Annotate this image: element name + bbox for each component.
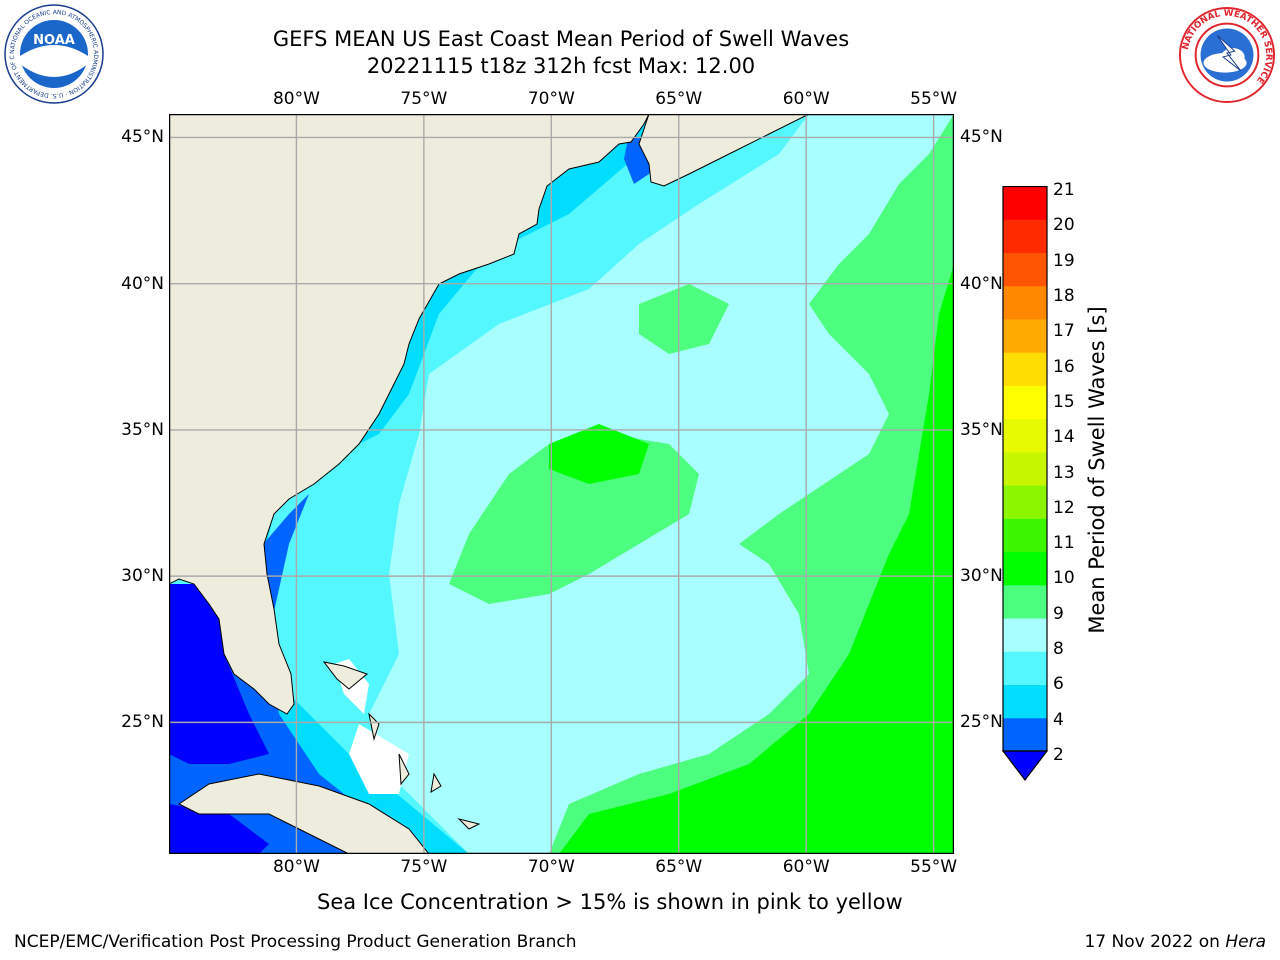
lon-label-top: 75°W [400,89,448,109]
noaa-logo-text: NOAA [33,33,75,48]
lat-label-right: 35°N [960,419,1003,440]
footer-branch: NCEP/EMC/Verification Post Processing Pr… [14,932,577,952]
lon-label-top: 60°W [782,89,830,109]
colorbar-bin [1003,285,1047,320]
colorbar-under-triangle [1001,750,1049,781]
lat-label-right: 30°N [960,566,1003,587]
colorbar-tick-label: 6 [1053,674,1064,695]
noaa-logo-icon: NOAA NATIONAL OCEANIC AND ATMOSPHERIC AD… [4,4,104,104]
colorbar-bin [1003,551,1047,586]
colorbar-bin [1003,318,1047,353]
map-graticule [169,114,954,854]
colorbar-bin [1003,418,1047,453]
field-band-10-11 [559,264,954,854]
colorbar-tick-label: 19 [1053,250,1075,271]
field-band-under-2-south [169,804,269,854]
lat-label-right: 45°N [960,127,1003,148]
lat-label-left: 25°N [121,712,164,733]
map-frame [169,114,954,854]
colorbar-bin [1003,219,1047,253]
field-band-under-2 [169,584,269,764]
colorbar-tick-label: 2 [1053,745,1064,765]
colorbar-tick-label: 17 [1053,321,1075,342]
land-cuba [178,773,430,854]
lon-label-top: 80°W [272,89,320,109]
nws-logo-icon: NATIONAL WEATHER SERVICE [1178,6,1276,104]
lon-label-bot: 60°W [782,857,830,877]
colorbar-bin [1003,717,1047,752]
colorbar-tick-label: 14 [1053,427,1075,448]
colorbar-bin [1003,385,1047,420]
colorbar-tick-label: 9 [1053,603,1064,624]
land-canada [638,114,810,187]
sea-ice-note: Sea Ice Concentration > 15% is shown in … [317,890,903,914]
colorbar-tick-label: 13 [1053,462,1075,483]
lon-label-bot: 55°W [910,857,958,877]
chart-subtitle: 20221115 t18z 312h fcst Max: 12.00 [366,54,756,78]
lat-label-right: 25°N [960,712,1003,733]
lon-label-top: 65°W [655,89,703,109]
lon-label-bot: 80°W [272,857,320,877]
colorbar-bin [1003,651,1047,686]
colorbar-tick-label: 4 [1053,709,1064,730]
field-band-9-10-north [639,284,729,354]
land-bahamas [322,661,481,830]
colorbar-bin [1003,451,1047,486]
field-band-10-11-center [549,424,649,484]
lon-label-bot: 75°W [400,857,448,877]
colorbar-tick-label: 10 [1053,568,1075,589]
colorbar-tick-label: 18 [1053,285,1075,306]
lon-label-top: 55°W [910,89,958,109]
footer-date: 17 Nov 2022 on Hera [1084,932,1266,952]
colorbar-tick-label: 21 [1053,180,1075,200]
colorbar-tick-label: 8 [1053,639,1064,660]
footer-date-text: 17 Nov 2022 on [1084,932,1226,952]
colorbar-tick-label: 16 [1053,356,1075,377]
colorbar-bin [1003,584,1047,619]
colorbar-tick-label: 11 [1053,533,1075,554]
lon-label-top: 70°W [527,89,575,109]
lat-label-left: 45°N [121,127,164,148]
colorbar-bin [1003,618,1047,652]
colorbar-tick-label: 12 [1053,497,1075,518]
lon-label-bot: 70°W [527,857,575,877]
colorbar-tick-label: 15 [1053,391,1075,412]
colorbar-bin [1003,485,1047,519]
swell-period-map [169,114,954,854]
lat-label-left: 35°N [121,419,164,440]
field-band-9-10-center [449,434,699,604]
colorbar-bin [1003,252,1047,287]
chart-title: GEFS MEAN US East Coast Mean Period of S… [272,27,850,51]
colorbar-tick-label: 20 [1053,215,1075,236]
no-data-area [334,659,409,794]
lon-label-bot: 65°W [655,857,703,877]
colorbar-label: Mean Period of Swell Waves [s] [1085,306,1109,634]
colorbar-bin [1003,684,1047,719]
colorbar-bin [1003,518,1047,553]
colorbar-bin [1003,186,1047,220]
lat-label-left: 30°N [121,566,164,587]
lat-label-left: 40°N [121,273,164,294]
colorbar [1001,186,1049,781]
colorbar-bin [1003,352,1047,386]
lat-label-right: 40°N [960,273,1003,294]
footer-host: Hera [1225,932,1266,952]
